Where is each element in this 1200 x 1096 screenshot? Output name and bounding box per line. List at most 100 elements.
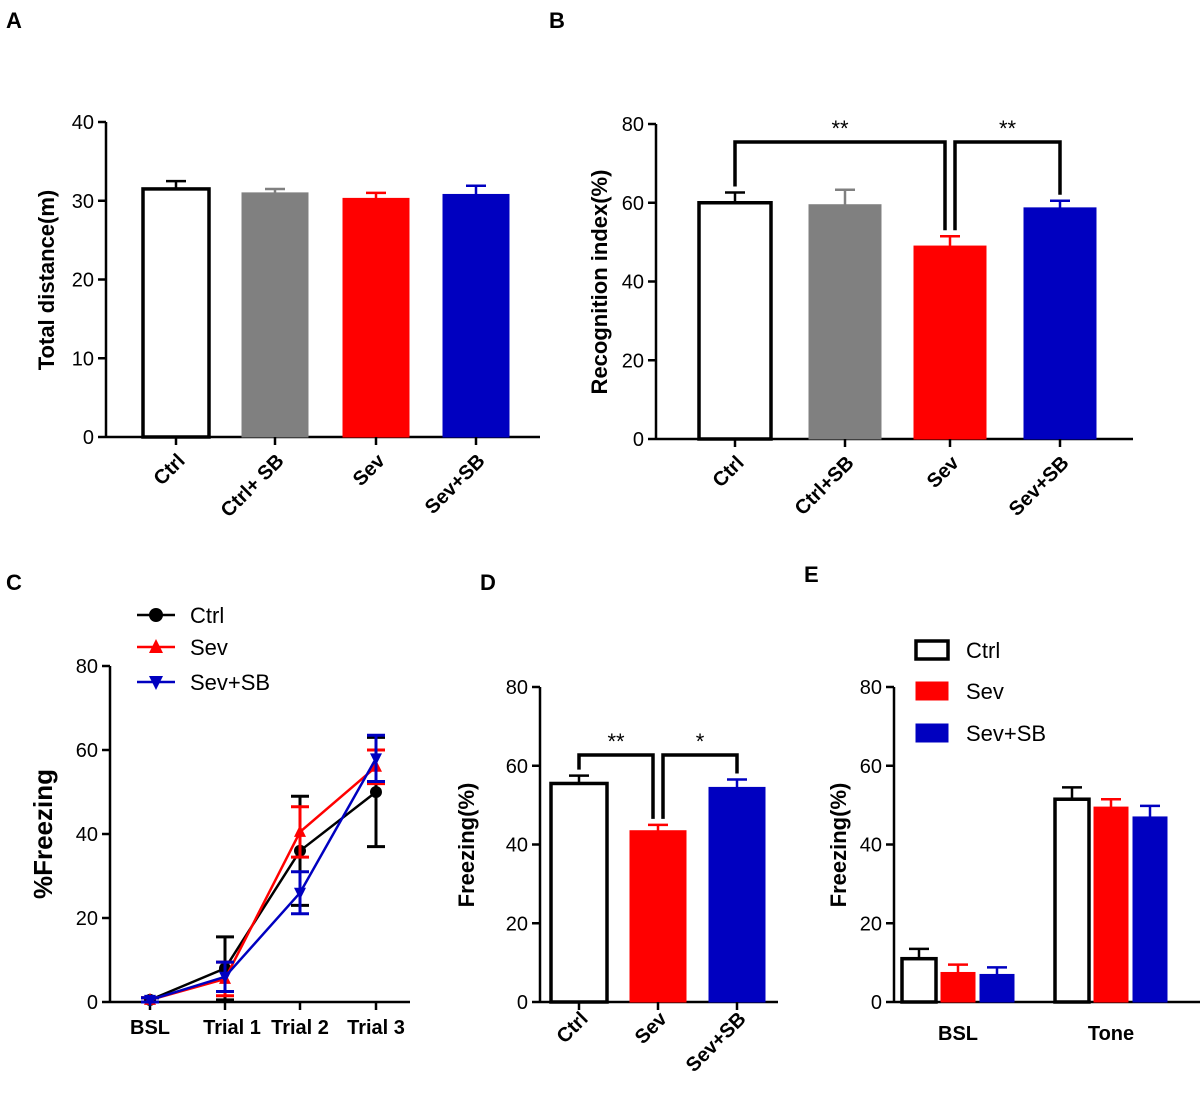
legend-marker — [149, 676, 163, 690]
bar — [629, 830, 687, 1003]
bar — [241, 192, 309, 438]
bar — [549, 781, 609, 1004]
panel-b-y-tick-label: 60 — [622, 193, 644, 215]
bar — [1053, 797, 1091, 1004]
panel-a: A Total distance(m) 0 10 20 30 40 Ctrl Ctrl+ S… — [6, 8, 540, 522]
bar — [900, 956, 938, 1004]
panel-letter-c: C — [6, 570, 22, 595]
significance-label: ** — [831, 116, 849, 141]
x-tick-label: Sev+SB — [421, 450, 490, 519]
significance-label: * — [696, 729, 705, 754]
panel-b-y-tick-label: 0 — [633, 429, 644, 451]
legend-label: Sev+SB — [966, 721, 1046, 746]
x-tick-label: Trial 2 — [271, 1017, 329, 1039]
panel-c-y-tick-label: 80 — [76, 656, 98, 678]
panel-c-y-tick-label: 40 — [76, 824, 98, 846]
x-tick-label: Sev — [923, 451, 964, 492]
panel-d-y-tick-label: 60 — [506, 756, 528, 778]
significance-bracket — [661, 753, 739, 819]
bar — [940, 971, 976, 1003]
bar — [1023, 207, 1097, 440]
panel-d-y-tick-label: 80 — [506, 677, 528, 699]
panel-b: B Recognition index(%) 0 20 40 60 80 Ctrl Ctrl… — [549, 8, 1133, 521]
x-tick-label: Sev+SB — [682, 1008, 751, 1077]
x-tick-label: Ctrl+ SB — [217, 450, 289, 522]
x-tick-label: Ctrl — [150, 450, 190, 490]
x-tick-label: Trial 1 — [203, 1017, 261, 1039]
significance-label: ** — [607, 729, 625, 754]
panel-letter-b: B — [549, 8, 565, 33]
x-tick-label: Tone — [1088, 1023, 1134, 1045]
panel-d-y-tick-label: 40 — [506, 835, 528, 857]
bar — [1093, 806, 1129, 1003]
panel-e-y-tick-label: 0 — [871, 992, 882, 1014]
legend-swatch — [915, 723, 949, 743]
significance-bracket — [733, 140, 947, 231]
data-point — [370, 786, 382, 798]
legend-swatch — [914, 639, 950, 661]
panel-c-y-tick-label: 0 — [87, 992, 98, 1014]
bar — [979, 973, 1015, 1003]
legend-swatch — [915, 681, 949, 701]
data-point — [219, 971, 231, 984]
x-tick-label: Sev — [349, 449, 390, 490]
bar — [442, 193, 510, 438]
panel-b-y-tick-label: 40 — [622, 272, 644, 294]
panel-d-y-tick-label: 0 — [517, 992, 528, 1014]
legend-label: Sev+SB — [190, 670, 270, 695]
legend-label: Ctrl — [966, 638, 1000, 663]
panel-d-ylabel: Freezing(%) — [454, 783, 479, 908]
data-point — [294, 824, 306, 837]
significance-label: ** — [999, 116, 1017, 141]
x-tick-label: Sev+SB — [1005, 452, 1074, 521]
x-tick-label: Ctrl — [709, 452, 749, 492]
x-tick-label: Ctrl+SB — [791, 452, 859, 520]
panel-e-y-tick-label: 60 — [860, 756, 882, 778]
panel-c: C %Freezing 0 20 40 60 80 BSL Trial 1 Trial 2 Tr… — [6, 570, 410, 1039]
panel-d-y-tick-label: 20 — [506, 913, 528, 935]
x-tick-label: BSL — [130, 1017, 170, 1039]
panel-letter-d: D — [480, 570, 496, 595]
panel-e-y-tick-label: 40 — [860, 835, 882, 857]
significance-bracket — [577, 753, 655, 819]
data-point — [370, 753, 382, 766]
panel-c-y-tick-label: 60 — [76, 740, 98, 762]
panel-a-y-tick-label: 0 — [83, 427, 94, 449]
panel-c-y-tick-label: 20 — [76, 908, 98, 930]
panel-e-y-tick-label: 80 — [860, 677, 882, 699]
panel-e: E Freezing(%) 0 20 40 60 80 BSL Tone Ctrl Sev Sev… — [804, 562, 1200, 1045]
legend-label: Ctrl — [190, 603, 224, 628]
legend-label: Sev — [966, 679, 1004, 704]
bar — [913, 245, 987, 440]
series-line-ctrl — [149, 791, 377, 1002]
panel-b-y-tick-label: 80 — [622, 114, 644, 136]
bar — [708, 786, 766, 1003]
bar — [808, 204, 882, 440]
legend-label: Sev — [190, 635, 228, 660]
bar — [342, 197, 410, 438]
legend-marker — [149, 608, 163, 622]
data-point — [144, 994, 156, 1007]
bar — [141, 187, 211, 439]
panel-a-y-tick-label: 10 — [72, 348, 94, 370]
bar — [1132, 816, 1168, 1003]
x-tick-label: Trial 3 — [347, 1017, 405, 1039]
series-line-sev — [149, 765, 377, 1002]
x-tick-label: Ctrl — [553, 1008, 593, 1048]
legend-marker — [149, 639, 163, 653]
bar — [697, 201, 773, 441]
panel-a-y-tick-label: 40 — [72, 112, 94, 134]
panel-a-ylabel: Total distance(m) — [34, 190, 59, 371]
panel-letter-e: E — [804, 562, 819, 587]
panel-a-y-tick-label: 30 — [72, 191, 94, 213]
panel-a-y-tick-label: 20 — [72, 270, 94, 292]
panel-b-ylabel: Recognition index(%) — [587, 170, 612, 395]
panel-c-ylabel: %Freezing — [28, 769, 58, 899]
data-point — [294, 887, 306, 900]
panel-e-ylabel: Freezing(%) — [826, 783, 851, 908]
panel-letter-a: A — [6, 8, 22, 33]
panel-b-y-tick-label: 20 — [622, 350, 644, 372]
significance-bracket — [953, 140, 1062, 231]
